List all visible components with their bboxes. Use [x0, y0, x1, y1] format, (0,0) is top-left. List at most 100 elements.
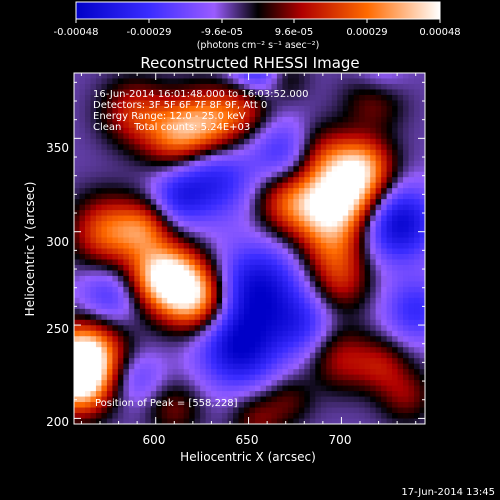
heatmap-cell [84, 275, 91, 282]
heatmap-cell [392, 215, 398, 222]
heatmap-cell [392, 259, 398, 266]
heatmap-cell [265, 116, 272, 123]
heatmap-cell [156, 89, 163, 96]
heatmap-cell [304, 138, 311, 145]
heatmap-cell [117, 264, 124, 271]
heatmap-cell [178, 396, 185, 403]
heatmap-cell [238, 358, 245, 365]
heatmap-cell [178, 116, 185, 123]
heatmap-cell [101, 374, 108, 381]
heatmap-cell [189, 253, 196, 260]
heatmap-cell [386, 330, 393, 337]
heatmap-cell [375, 259, 382, 266]
heatmap-cell [249, 204, 256, 211]
heatmap-cell [145, 330, 152, 337]
heatmap-cell [320, 308, 327, 315]
heatmap-cell [309, 391, 316, 397]
heatmap-cell [364, 177, 371, 184]
heatmap-cell [381, 171, 388, 178]
heatmap-cell [403, 303, 409, 310]
heatmap-cell [309, 122, 316, 129]
heatmap-cell [337, 83, 344, 90]
heatmap-cell [183, 347, 190, 354]
heatmap-cell [331, 330, 338, 337]
heatmap-cell [298, 243, 305, 249]
heatmap-cell [200, 341, 207, 348]
heatmap-cell [101, 253, 108, 260]
heatmap-cell [167, 210, 174, 216]
heatmap-cell [139, 396, 146, 403]
heatmap-cell [84, 160, 91, 167]
heatmap-cell [74, 215, 80, 222]
heatmap-cell [315, 116, 322, 123]
heatmap-cell [233, 314, 239, 321]
heatmap-cell [419, 149, 425, 156]
heatmap-cell [392, 122, 398, 129]
heatmap-cell [112, 314, 119, 321]
heatmap-cell [348, 325, 355, 332]
heatmap-cell [211, 73, 217, 79]
heatmap-cell [106, 314, 113, 321]
heatmap-cell [205, 237, 212, 244]
heatmap-cell [238, 215, 245, 222]
heatmap-cell [414, 292, 420, 299]
heatmap-cell [200, 226, 207, 233]
heatmap-cell [84, 369, 91, 376]
heatmap-cell [419, 127, 425, 134]
heatmap-cell [172, 105, 179, 112]
heatmap-cell [183, 73, 190, 79]
heatmap-cell [381, 232, 388, 238]
heatmap-cell [271, 193, 278, 200]
heatmap-cell [287, 352, 294, 359]
heatmap-cell [95, 100, 102, 107]
heatmap-cell [254, 221, 261, 227]
heatmap-cell [276, 352, 283, 359]
heatmap-cell [304, 100, 311, 107]
heatmap-cell [227, 380, 234, 387]
heatmap-cell [145, 407, 152, 414]
heatmap-cell [298, 166, 305, 173]
heatmap-cell [161, 188, 168, 195]
heatmap-cell [90, 149, 97, 156]
heatmap-cell [106, 407, 113, 414]
heatmap-cell [348, 182, 355, 189]
heatmap-cell [145, 149, 152, 156]
heatmap-cell [397, 413, 404, 419]
heatmap-cell [381, 292, 388, 299]
heatmap-cell [244, 385, 250, 392]
heatmap-cell [337, 105, 344, 112]
heatmap-cell [244, 253, 250, 260]
heatmap-cell [233, 210, 239, 216]
heatmap-cell [123, 210, 130, 216]
heatmap-cell [298, 264, 305, 271]
heatmap-cell [205, 253, 212, 260]
heatmap-cell [156, 303, 163, 310]
heatmap-cell [276, 133, 283, 140]
heatmap-cell [150, 341, 157, 348]
heatmap-cell [353, 160, 360, 167]
heatmap-cell [348, 341, 355, 348]
heatmap-cell [134, 210, 141, 216]
heatmap-cell [205, 105, 212, 112]
heatmap-cell [419, 83, 425, 90]
heatmap-cell [392, 232, 398, 238]
heatmap-cell [178, 418, 185, 424]
heatmap-cell [222, 385, 228, 392]
heatmap-cell [244, 116, 250, 123]
heatmap-cell [183, 336, 190, 343]
heatmap-cell [364, 297, 371, 304]
heatmap-cell [348, 402, 355, 408]
heatmap-cell [200, 369, 207, 376]
heatmap-cell [106, 127, 113, 134]
heatmap-cell [178, 177, 185, 184]
heatmap-cell [128, 177, 135, 184]
heatmap-cell [381, 407, 388, 414]
heatmap-cell [222, 402, 228, 408]
heatmap-cell [386, 177, 393, 184]
heatmap-cell [211, 374, 217, 381]
heatmap-cell [90, 259, 97, 266]
heatmap-cell [216, 336, 223, 343]
heatmap-cell [211, 259, 217, 266]
heatmap-cell [359, 369, 366, 376]
heatmap-cell [408, 188, 415, 195]
